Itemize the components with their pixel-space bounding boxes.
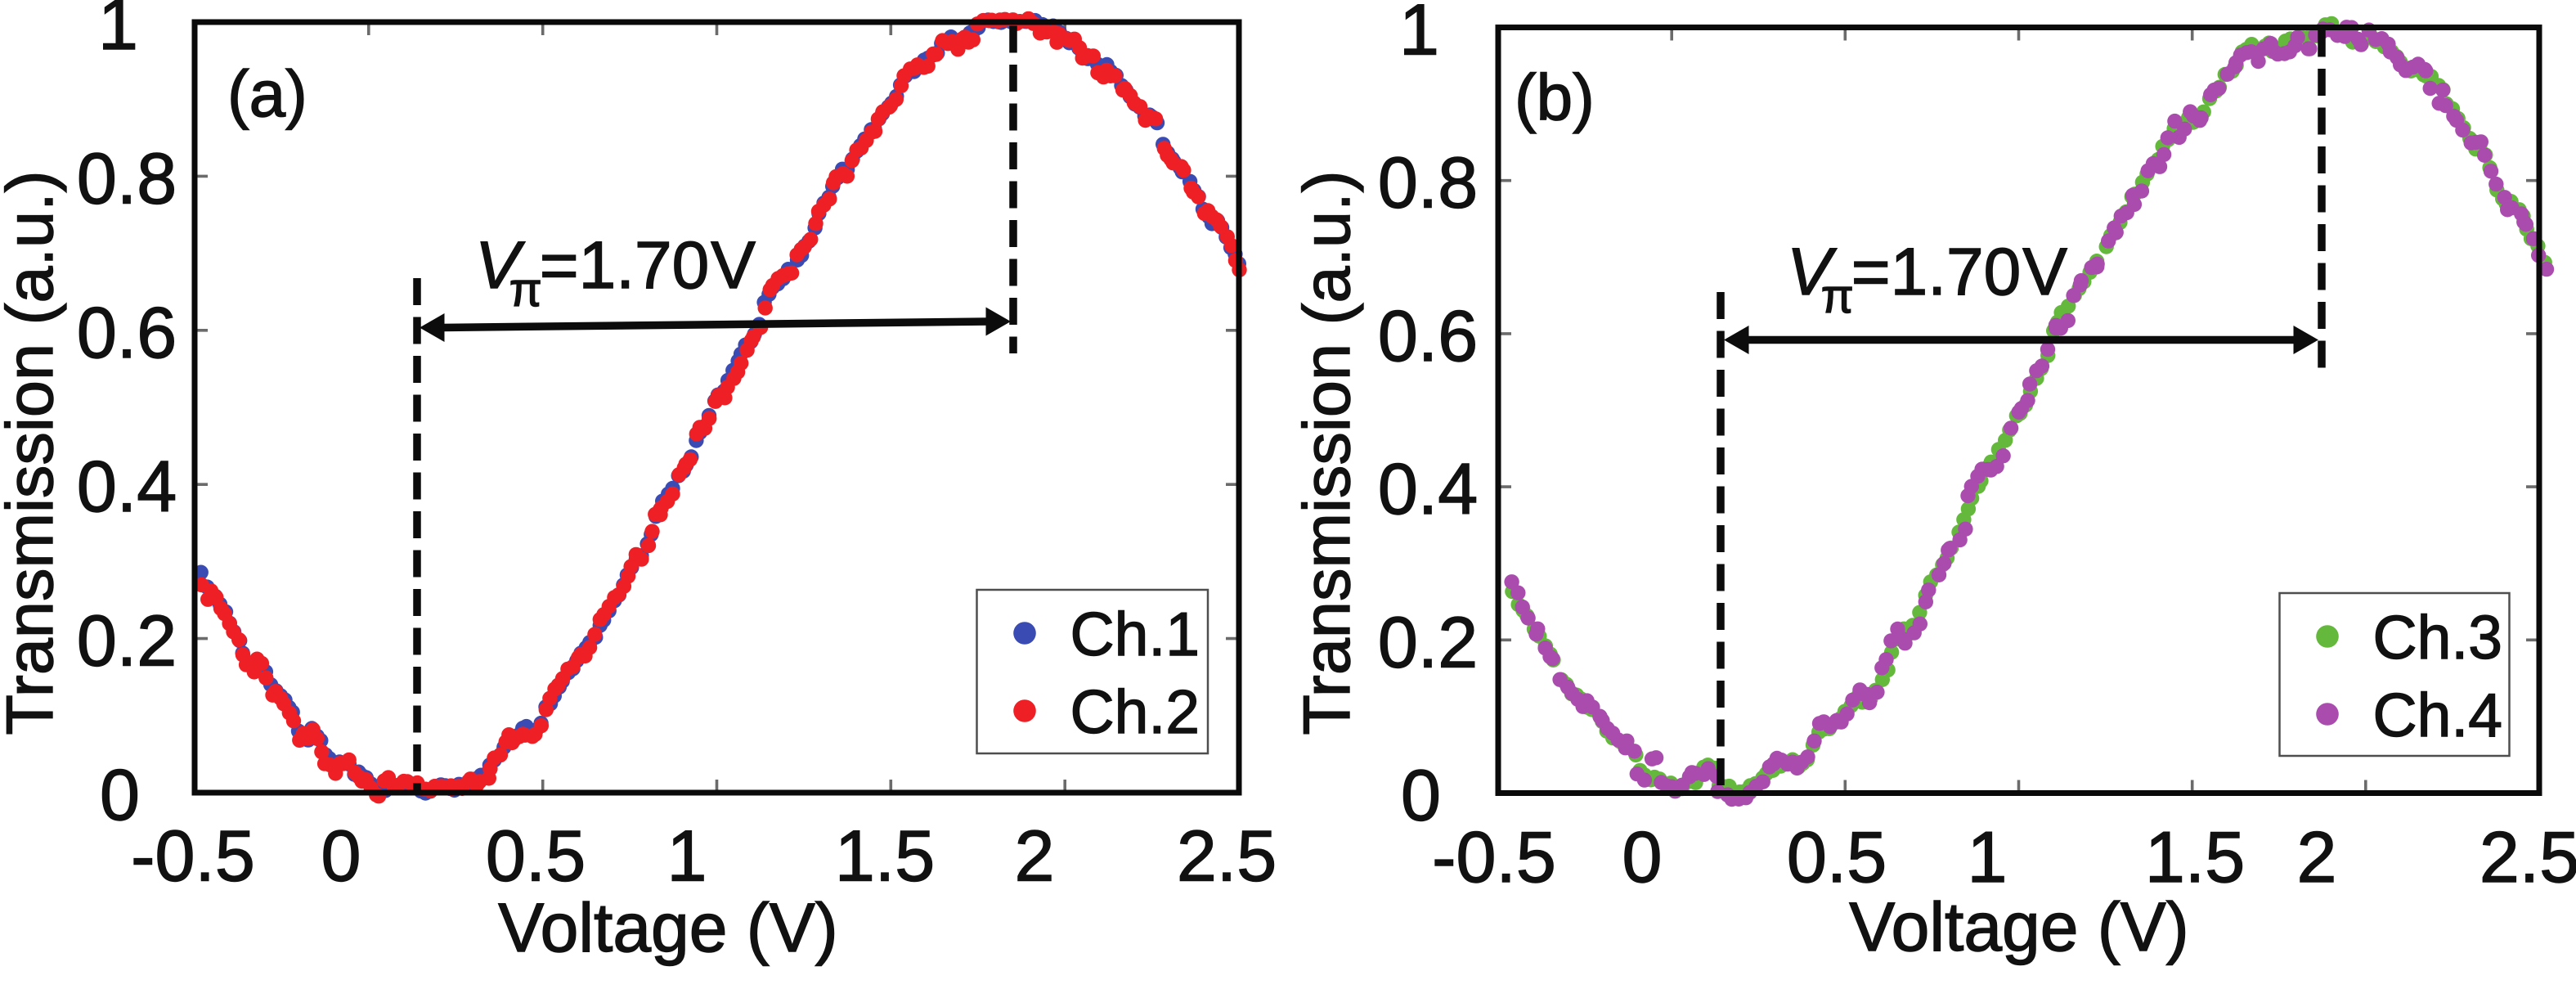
svg-text:0.6: 0.6	[1378, 295, 1478, 376]
svg-text:0.4: 0.4	[1378, 448, 1478, 529]
svg-text:(a): (a)	[227, 57, 307, 130]
svg-text:-0.5: -0.5	[1432, 816, 1556, 897]
svg-text:Ch.2: Ch.2	[1070, 677, 1200, 746]
svg-text:0: 0	[100, 754, 140, 835]
svg-text:0: 0	[1622, 816, 1663, 897]
svg-text:0: 0	[321, 816, 361, 897]
svg-text:1.5: 1.5	[835, 816, 935, 897]
svg-text:0.2: 0.2	[1378, 601, 1478, 682]
svg-text:1: 1	[1968, 816, 2008, 897]
svg-text:0.2: 0.2	[77, 600, 177, 681]
svg-text:2: 2	[2297, 816, 2337, 897]
svg-text:Transmission (a.u.): Transmission (a.u.)	[1290, 170, 1364, 735]
svg-text:2.5: 2.5	[2480, 816, 2576, 897]
svg-text:2.5: 2.5	[1177, 816, 1277, 897]
svg-text:Transmission (a.u.): Transmission (a.u.)	[0, 170, 67, 735]
svg-text:1: 1	[667, 816, 707, 897]
svg-text:0.8: 0.8	[1378, 142, 1478, 223]
svg-text:Voltage (V): Voltage (V)	[498, 889, 838, 966]
svg-text:Vπ=1.70V: Vπ=1.70V	[475, 228, 756, 317]
svg-text:2: 2	[1015, 816, 1055, 897]
svg-text:0.4: 0.4	[77, 446, 177, 527]
svg-text:1: 1	[98, 0, 138, 65]
svg-text:0.5: 0.5	[1787, 816, 1887, 897]
svg-text:Voltage (V): Voltage (V)	[1849, 888, 2189, 965]
svg-text:0: 0	[1401, 755, 1441, 836]
svg-text:0.6: 0.6	[77, 292, 177, 373]
svg-text:-0.5: -0.5	[131, 816, 255, 897]
svg-text:0.8: 0.8	[77, 137, 177, 218]
svg-text:Ch.4: Ch.4	[2373, 681, 2502, 749]
svg-text:0.5: 0.5	[486, 816, 586, 897]
svg-text:Ch.1: Ch.1	[1070, 600, 1200, 668]
svg-text:Ch.3: Ch.3	[2373, 603, 2502, 672]
svg-text:1: 1	[1399, 0, 1439, 70]
svg-text:(b): (b)	[1515, 61, 1595, 134]
svg-text:1.5: 1.5	[2145, 816, 2245, 897]
svg-text:Vπ=1.70V: Vπ=1.70V	[1787, 235, 2067, 323]
